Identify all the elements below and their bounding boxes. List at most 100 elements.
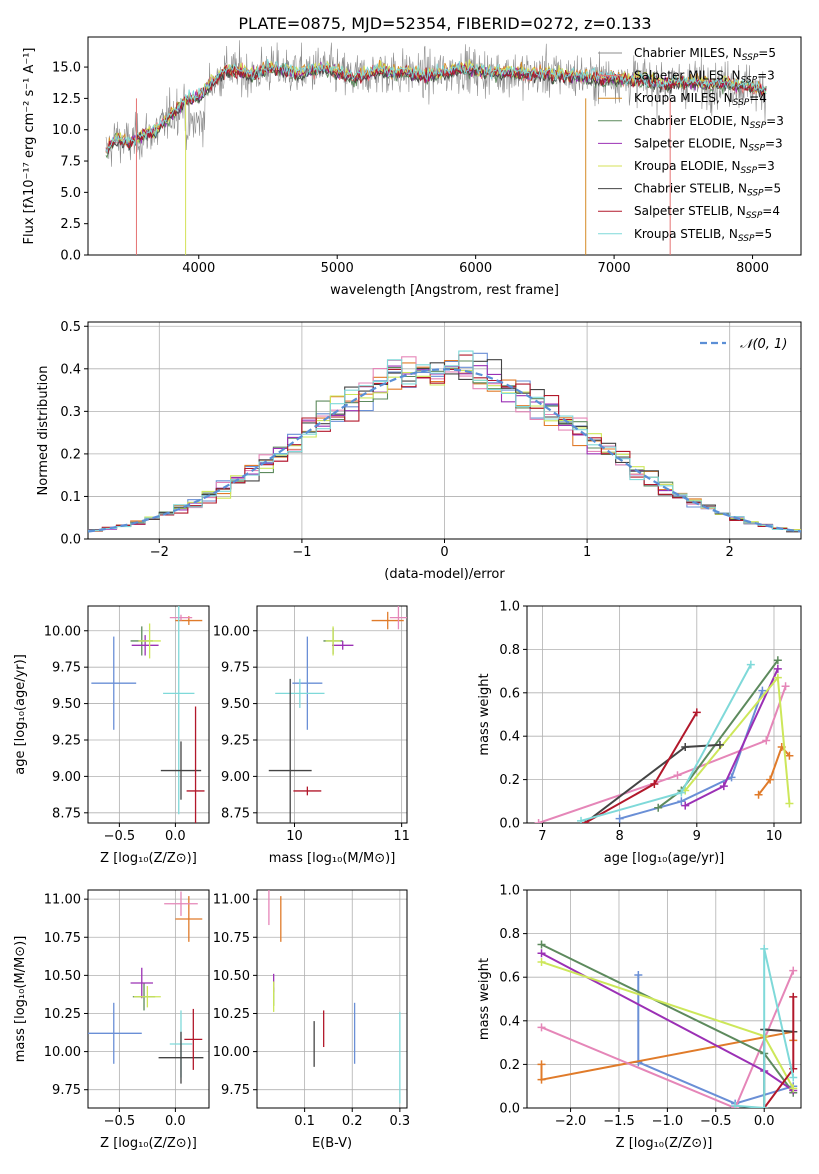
- x-tick-label: 11: [393, 829, 410, 844]
- weight-marker: [789, 966, 798, 975]
- legend-entry: Salpeter STELIB, NSSP=4: [634, 204, 780, 221]
- x-tick-label: 0.3: [390, 1114, 411, 1129]
- mass-vs-Z-panel: −0.5 0.0 9.75 10.00 10.25 10.50 10.75 11.00 Z [l…: [13, 889, 210, 1151]
- x-tick-label: 10: [766, 829, 783, 844]
- x-tick-label: 0.1: [294, 1114, 315, 1129]
- y-tick-label: 0.3: [60, 405, 81, 420]
- x-tick-label: 1: [583, 545, 591, 560]
- y-tick-label: 9.75: [52, 661, 81, 676]
- y-tick-label: 0.2: [60, 447, 81, 462]
- weight-vs-Z-panel: −2.0 −1.5 −1.0 −0.5 0.0 0.0 0.2 0.4 0.6 0.8 1.0 Z […: [477, 884, 802, 1151]
- data-point: [158, 1031, 204, 1084]
- data-point: [389, 606, 407, 630]
- x-tick-label: 0.0: [754, 1114, 775, 1129]
- data-point: [163, 606, 195, 815]
- weight-vs-age-frame: [526, 605, 802, 824]
- y-tick-label: 9.50: [52, 697, 81, 712]
- spectrum-plot: [105, 40, 767, 255]
- weight-marker: [534, 819, 543, 823]
- y-tick-label: 9.25: [221, 733, 250, 748]
- mass-vs-Z-ylabel: mass [log₁₀(M/M⊙)]: [13, 936, 28, 1063]
- x-tick-label: 4000: [182, 261, 215, 276]
- data-point: [169, 614, 193, 621]
- weight-marker: [650, 779, 659, 788]
- y-tick-label: 0.6: [499, 686, 520, 701]
- y-tick-label: 9.75: [52, 1083, 81, 1098]
- legend-entry: Chabrier STELIB, NSSP=5: [634, 182, 781, 199]
- weight-series: [731, 944, 798, 1108]
- age-vs-Z-grid: [88, 606, 209, 823]
- weight-line: [763, 1028, 794, 1108]
- figure-title: PLATE=0875, MJD=52354, FIBERID=0272, z=0…: [238, 14, 651, 33]
- weight-vs-age-ylabel: mass weight: [477, 673, 492, 755]
- weight-marker: [537, 957, 546, 966]
- y-tick-label: 10.25: [44, 1007, 81, 1022]
- data-point: [91, 636, 137, 730]
- data-point: [175, 896, 203, 942]
- weight-line: [657, 659, 779, 809]
- y-tick-label: 9.75: [221, 661, 250, 676]
- weight-marker: [762, 736, 771, 745]
- weight-marker: [537, 1060, 546, 1069]
- x-tick-label: −1.0: [652, 1114, 684, 1129]
- residuals-xlabel: (data-model)/error: [384, 567, 505, 582]
- weight-line: [538, 685, 787, 823]
- age-vs-Z-ylabel: age [log₁₀(age/yr)]: [13, 654, 28, 775]
- weight-marker: [746, 660, 755, 669]
- data-point: [293, 786, 322, 796]
- weight-marker: [681, 743, 690, 752]
- y-tick-label: 0.0: [499, 817, 520, 832]
- data-point: [268, 678, 312, 823]
- age-vs-Z-frame: [87, 605, 210, 824]
- weight-marker: [758, 686, 767, 695]
- weight-marker: [731, 1101, 740, 1108]
- y-tick-label: 0.4: [60, 362, 81, 377]
- data-point: [186, 706, 205, 823]
- weight-marker: [773, 664, 782, 673]
- mass-vs-EBV-xlabel: E(B-V): [312, 1136, 352, 1151]
- y-tick-label: 11.00: [213, 893, 250, 908]
- weight-vs-age-xlabel: age [log₁₀(age/yr)]: [604, 851, 725, 866]
- spectrum-xlabel: wavelength [Angstrom, rest frame]: [330, 283, 559, 298]
- y-tick-label: 10.00: [44, 1045, 81, 1060]
- data-point: [292, 636, 323, 730]
- y-tick-label: 10.0: [52, 123, 81, 138]
- weight-vs-age-plot: [534, 656, 794, 823]
- weight-marker: [634, 971, 643, 980]
- normal-curve: [88, 368, 801, 533]
- x-tick-label: 2: [726, 545, 734, 560]
- weight-vs-Z-xlabel: Z [log₁₀(Z/Z⊙)]: [616, 1136, 713, 1151]
- x-tick-label: −1.5: [603, 1114, 635, 1129]
- y-tick-label: 0.8: [499, 643, 520, 658]
- spectrum-legend: Chabrier MILES, NSSP=5 Salpeter MILES, NS…: [598, 46, 784, 244]
- weight-marker: [719, 782, 728, 791]
- x-tick-label: 5000: [321, 261, 354, 276]
- weight-marker: [760, 944, 769, 953]
- mass-vs-Z-frame: [87, 889, 210, 1109]
- weight-marker: [766, 775, 775, 784]
- x-tick-label: 6000: [459, 261, 492, 276]
- y-tick-label: 0.1: [60, 490, 81, 505]
- y-tick-label: 9.75: [221, 1083, 250, 1098]
- weight-line: [735, 948, 795, 1108]
- weight-marker: [677, 788, 686, 797]
- y-tick-label: 0.6: [499, 971, 520, 986]
- weight-marker: [654, 803, 663, 812]
- legend-entry: Chabrier ELODIE, NSSP=3: [634, 114, 784, 131]
- weight-marker: [773, 656, 782, 665]
- x-tick-label: −2: [150, 545, 169, 560]
- y-tick-label: 5.0: [60, 186, 81, 201]
- x-tick-label: −0.5: [700, 1114, 732, 1129]
- data-point: [88, 1002, 142, 1064]
- data-point: [184, 1008, 203, 1070]
- weight-series: [577, 660, 755, 823]
- legend-entry: Salpeter MILES, NSSP=3: [634, 69, 775, 86]
- x-tick-label: −0.5: [104, 1114, 136, 1129]
- x-tick-label: 0.0: [165, 1114, 186, 1129]
- data-point: [160, 741, 202, 800]
- y-tick-label: 0.4: [499, 730, 520, 745]
- y-tick-label: 0.2: [499, 1058, 520, 1073]
- x-tick-label: −1: [292, 545, 311, 560]
- weight-marker: [677, 797, 686, 806]
- weight-series: [681, 664, 782, 810]
